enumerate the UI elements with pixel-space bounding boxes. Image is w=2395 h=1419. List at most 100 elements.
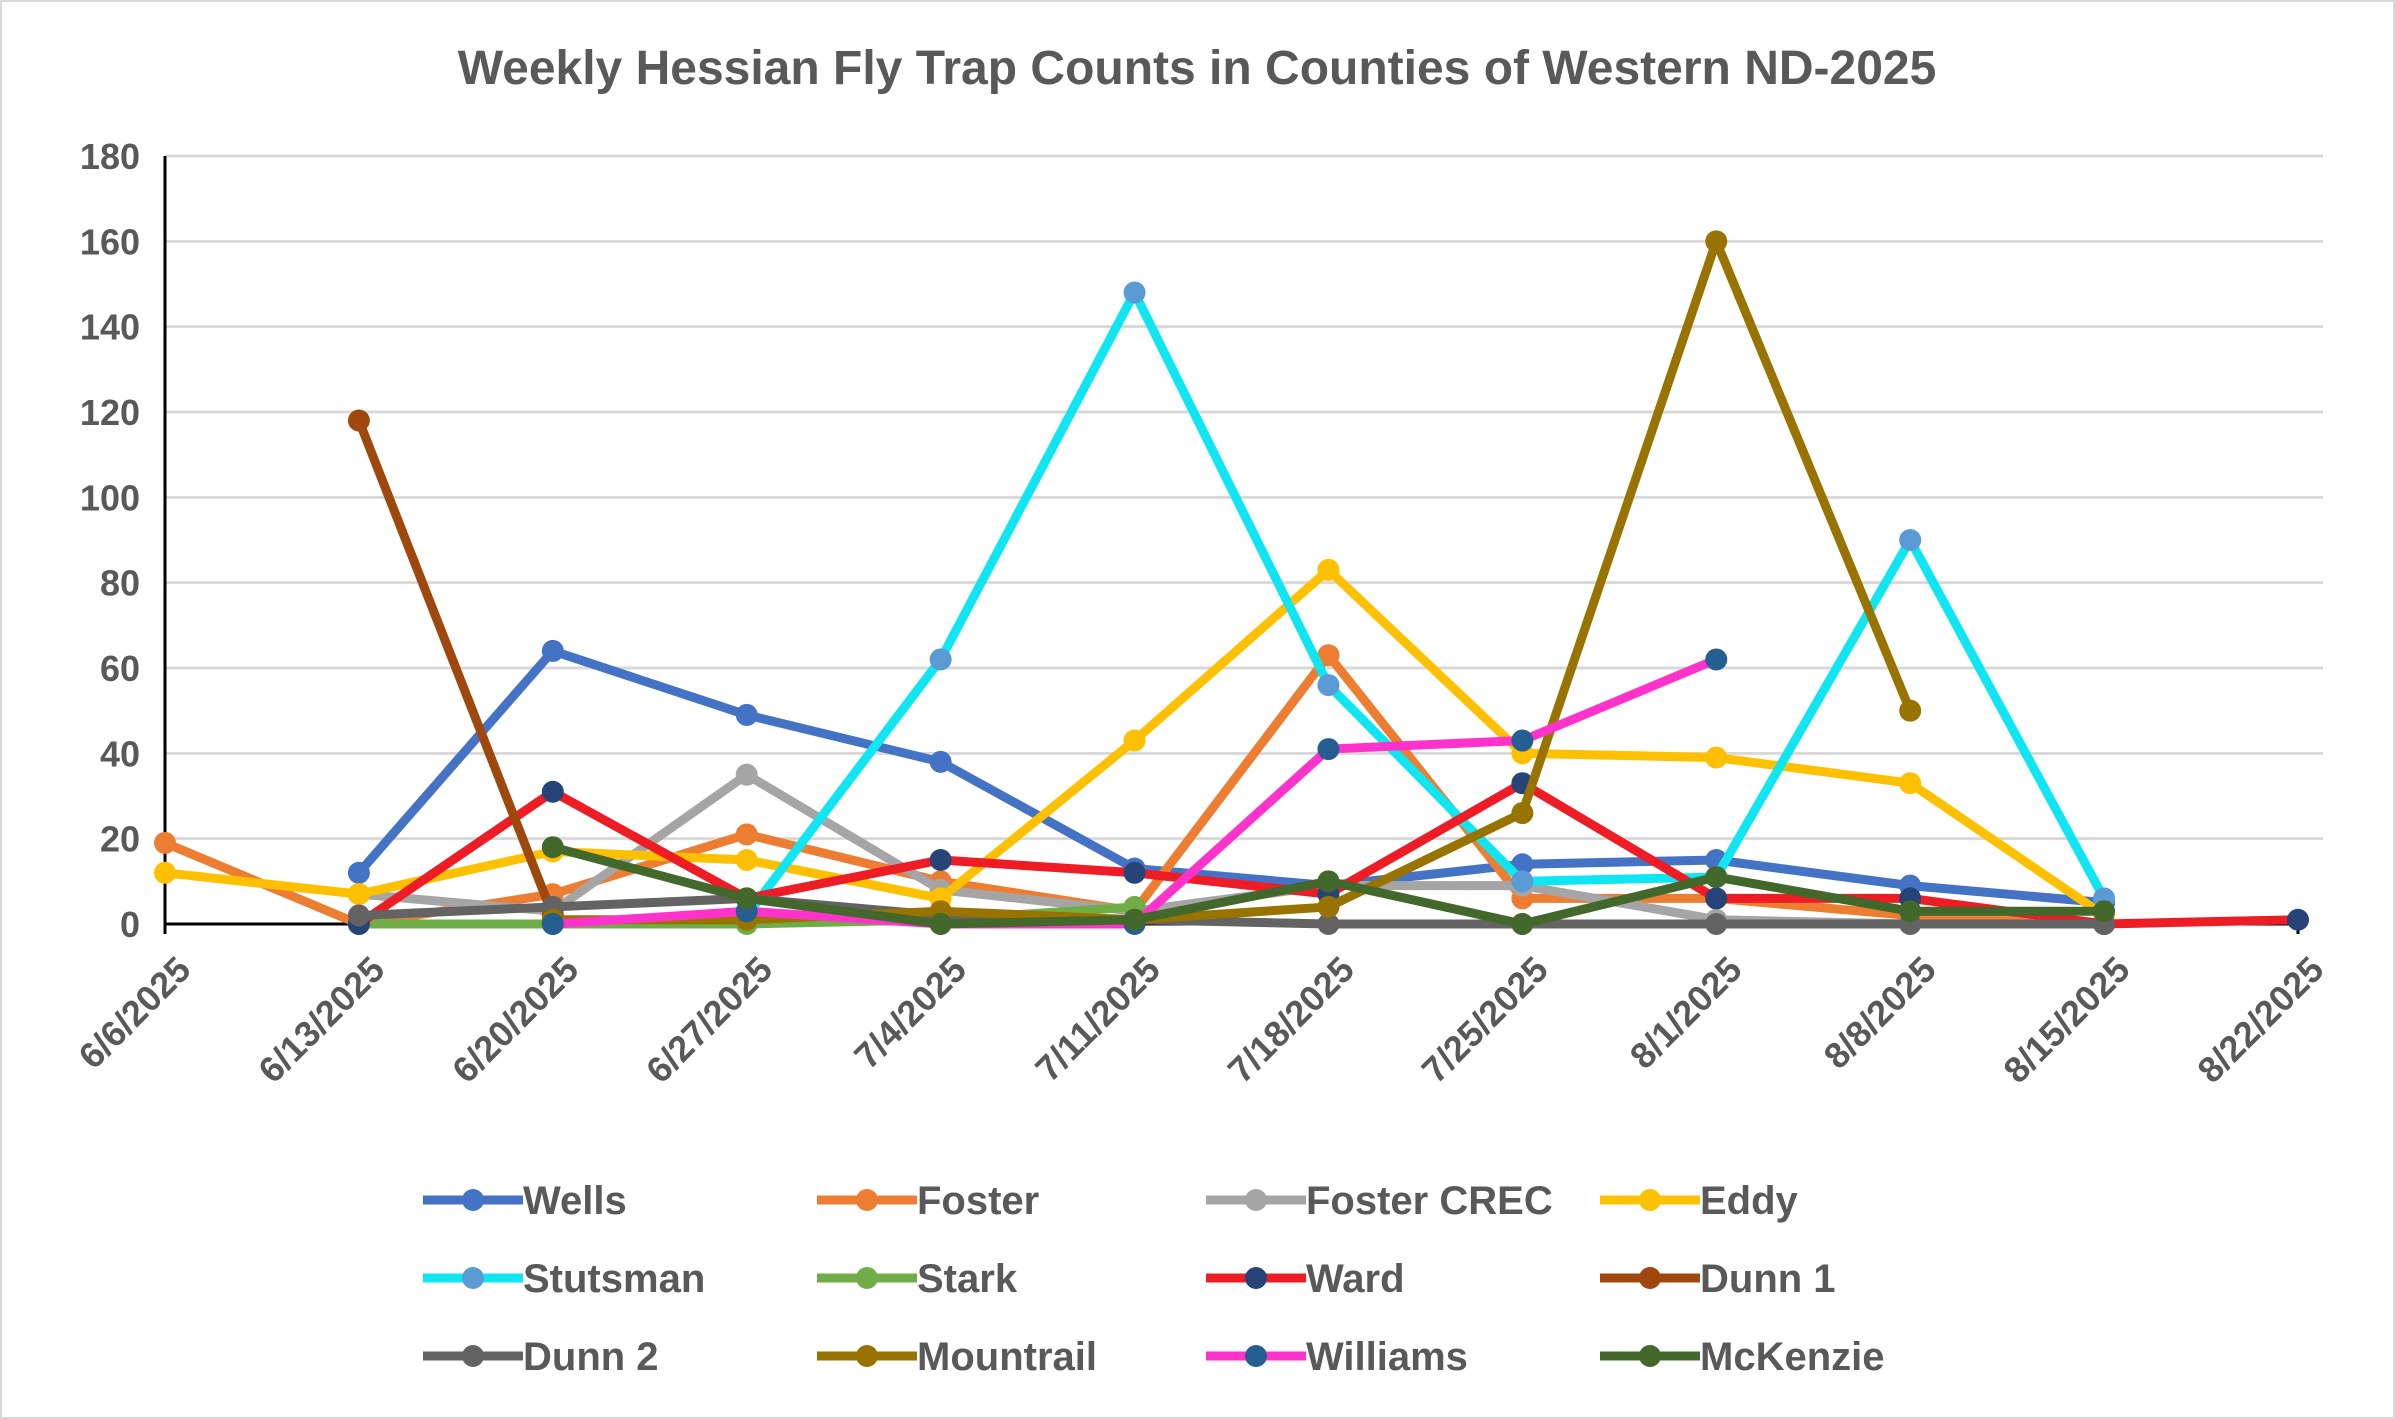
series-group	[154, 230, 2309, 935]
data-point	[2287, 908, 2309, 931]
legend-label: McKenzie	[1700, 1335, 1885, 1379]
gridlines	[165, 154, 2323, 841]
data-point	[1317, 644, 1340, 667]
data-point	[1317, 558, 1340, 581]
data-point	[1705, 887, 1728, 910]
x-tick-label: 8/1/2025	[1622, 948, 1750, 1076]
x-tick-label: 6/6/2025	[70, 948, 198, 1076]
legend-label: Ward	[1306, 1257, 1405, 1301]
data-point	[929, 849, 952, 871]
legend-swatch-marker	[856, 1189, 878, 1211]
data-point	[1317, 738, 1340, 761]
data-point	[1317, 674, 1340, 697]
legend-swatch-marker	[1639, 1345, 1661, 1367]
legend-swatch-marker	[1245, 1345, 1267, 1367]
axes	[163, 156, 2300, 934]
legend-swatch-marker	[462, 1345, 484, 1367]
y-tick-label: 120	[80, 392, 140, 433]
data-point	[1705, 913, 1728, 935]
data-point	[1511, 802, 1534, 825]
x-tick-label: 6/27/2025	[638, 948, 780, 1090]
x-tick-label: 8/8/2025	[1816, 948, 1944, 1076]
x-tick-labels: 6/6/2025 6/13/2025 6/20/2025 6/27/2025 7/4/2…	[70, 948, 2331, 1090]
data-point	[735, 849, 758, 871]
legend-swatch-marker	[1639, 1189, 1661, 1211]
series-line	[358, 893, 2105, 929]
y-tick-label: 40	[100, 733, 140, 774]
data-point	[541, 913, 564, 935]
legend-label: Eddy	[1700, 1179, 1799, 1223]
legend-swatch-marker	[462, 1189, 484, 1211]
y-tick-labels: 0 20 40 60 80 100 120 140 160 180	[80, 136, 140, 945]
data-point	[1899, 772, 1922, 795]
y-tick-label: 100	[80, 477, 140, 518]
data-point	[1899, 529, 1922, 551]
y-tick-label: 180	[80, 136, 140, 177]
legend-label: Foster	[917, 1179, 1039, 1223]
chart-title: Weekly Hessian Fly Trap Counts in Counti…	[458, 42, 1937, 95]
data-point	[1705, 746, 1728, 769]
x-tick-label: 7/18/2025	[1220, 948, 1362, 1090]
data-point	[735, 763, 758, 786]
y-tick-label: 160	[80, 221, 140, 262]
data-point	[541, 836, 564, 859]
x-tick-label: 7/4/2025	[846, 948, 974, 1076]
x-tick-label: 8/22/2025	[2189, 948, 2331, 1090]
data-point	[1511, 870, 1534, 893]
y-tick-label: 0	[120, 904, 140, 945]
series-line	[552, 236, 1915, 925]
data-point	[735, 703, 758, 726]
y-tick-label: 20	[100, 819, 140, 860]
data-point	[154, 831, 176, 854]
data-point	[541, 780, 564, 803]
data-point	[2093, 900, 2116, 923]
series-line	[354, 418, 558, 918]
data-point	[1123, 908, 1146, 931]
legend-label: Wells	[523, 1179, 627, 1223]
data-point	[1705, 230, 1728, 253]
data-point	[929, 648, 952, 671]
y-tick-label: 140	[80, 307, 140, 348]
data-point	[1123, 281, 1146, 304]
legend-swatch-marker	[462, 1267, 484, 1289]
data-point	[541, 639, 564, 662]
legend-swatch-marker	[1245, 1267, 1267, 1289]
data-point	[347, 904, 370, 927]
legend: Wells Foster Foster CREC Eddy Stutsman Stark W…	[423, 1179, 1885, 1379]
data-point	[1317, 870, 1340, 893]
x-tick-label: 6/13/2025	[250, 948, 392, 1090]
data-point	[154, 861, 176, 884]
legend-label: Dunn 1	[1700, 1257, 1836, 1301]
x-tick-label: 6/20/2025	[444, 948, 586, 1090]
legend-swatch-marker	[1639, 1267, 1661, 1289]
y-tick-label: 60	[100, 648, 140, 689]
x-tick-label: 7/25/2025	[1414, 948, 1556, 1090]
data-point	[1511, 729, 1534, 752]
series-line	[355, 646, 2105, 908]
legend-swatch-marker	[1245, 1189, 1267, 1211]
data-point	[1317, 913, 1340, 935]
legend-label: Foster CREC	[1306, 1179, 1553, 1223]
data-point	[929, 750, 952, 773]
y-tick-label: 80	[100, 563, 140, 604]
data-point	[1705, 648, 1728, 671]
data-point	[1317, 895, 1340, 918]
data-point	[347, 409, 370, 432]
data-point	[735, 823, 758, 846]
data-point	[1899, 900, 1922, 923]
data-point	[1899, 699, 1922, 722]
legend-label: Stark	[917, 1257, 1018, 1301]
x-tick-label: 7/11/2025	[1027, 948, 1168, 1089]
x-tick-label: 8/15/2025	[1995, 948, 2137, 1090]
legend-swatch-marker	[856, 1345, 878, 1367]
data-point	[1123, 861, 1146, 884]
legend-label: Mountrail	[917, 1335, 1097, 1379]
legend-label: Williams	[1306, 1335, 1468, 1379]
legend-label: Stutsman	[523, 1257, 705, 1301]
data-point	[1705, 866, 1728, 889]
legend-swatch-marker	[856, 1267, 878, 1289]
data-point	[1511, 913, 1534, 935]
legend-label: Dunn 2	[523, 1335, 659, 1379]
